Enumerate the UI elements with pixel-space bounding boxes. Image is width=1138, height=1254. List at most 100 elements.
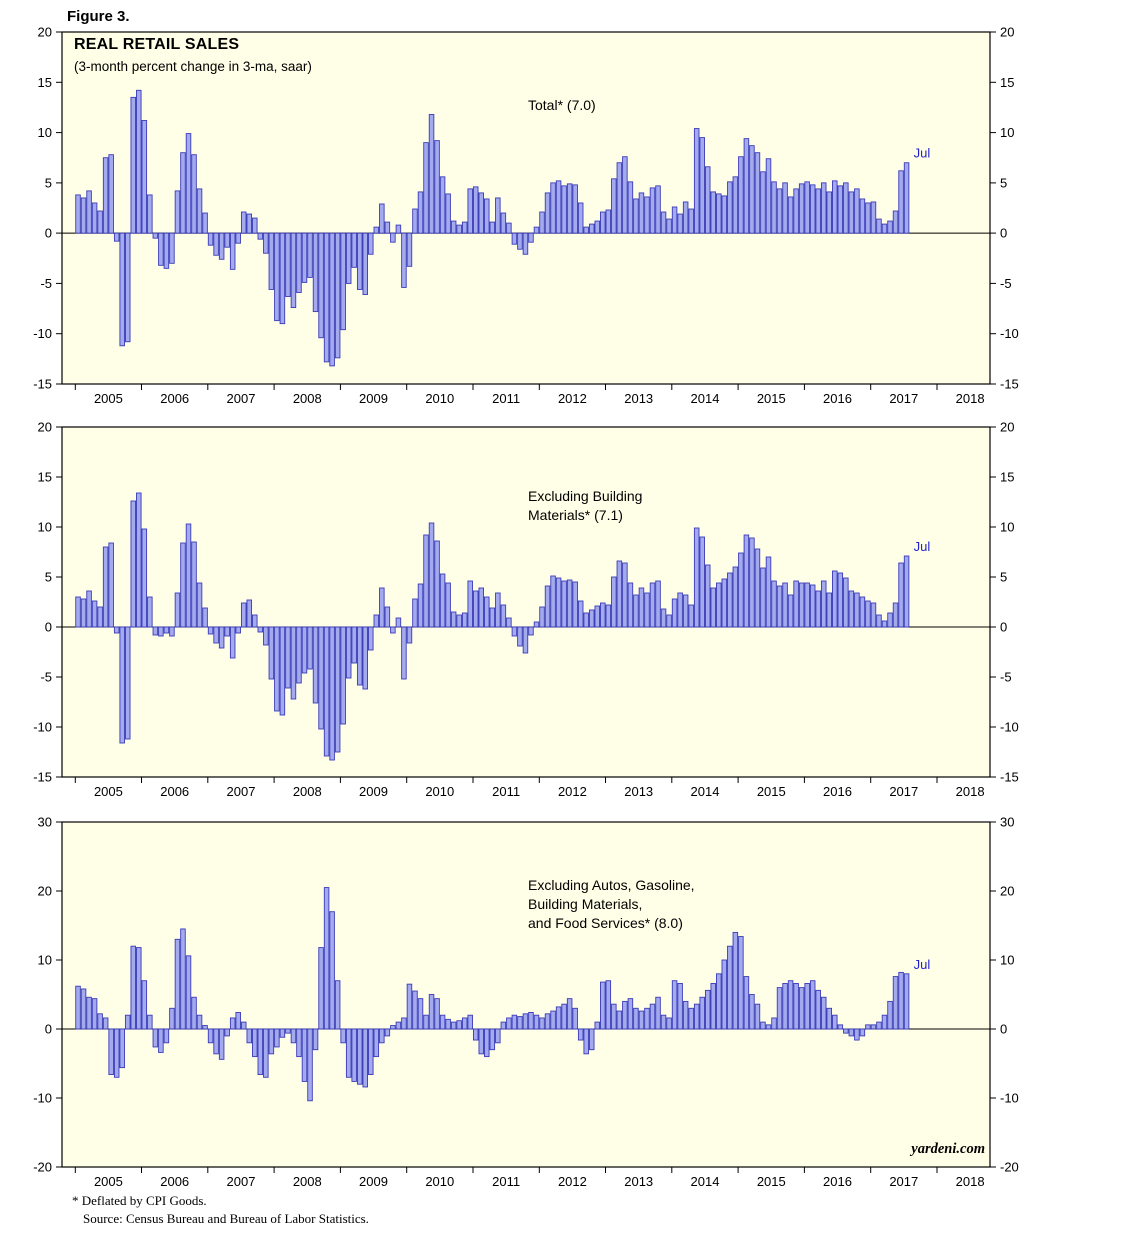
svg-text:-10: -10 [1000, 326, 1019, 341]
svg-text:2011: 2011 [492, 391, 520, 406]
svg-text:2015: 2015 [757, 1174, 786, 1189]
svg-text:-20: -20 [1000, 1160, 1019, 1175]
svg-text:20: 20 [38, 420, 52, 435]
svg-text:2010: 2010 [425, 784, 454, 799]
last-point-label: Jul [914, 146, 931, 161]
svg-text:2015: 2015 [757, 784, 786, 799]
chart-subtitle: (3-month percent change in 3-ma, saar) [74, 58, 312, 74]
plot-area [61, 821, 991, 1168]
svg-text:5: 5 [1000, 570, 1007, 585]
svg-text:2016: 2016 [823, 784, 852, 799]
svg-text:-5: -5 [40, 670, 52, 685]
footnote-deflator: * Deflated by CPI Goods. [72, 1193, 207, 1208]
svg-text:10: 10 [38, 953, 52, 968]
series-label-total: Total* (7.0) [528, 96, 596, 115]
bars [75, 492, 910, 761]
svg-text:30: 30 [1000, 815, 1014, 830]
bars [75, 89, 910, 367]
svg-text:-10: -10 [33, 1091, 52, 1106]
svg-text:2018: 2018 [956, 784, 985, 799]
svg-text:15: 15 [1000, 75, 1014, 90]
svg-text:20: 20 [38, 25, 52, 40]
svg-text:2013: 2013 [624, 784, 653, 799]
x-axis-ticks: 2005 2006 2007 2008 2009 2010 2011 2012 2013 2014… [74, 384, 985, 406]
svg-text:2007: 2007 [227, 784, 256, 799]
y-axis-ticks: 20 20 15 15 10 10 5 5 0 0 -5 -5 -10 -10 -15 -15 [33, 25, 1019, 392]
series-label-line: Total* (7.0) [528, 97, 596, 113]
svg-text:20: 20 [1000, 420, 1014, 435]
svg-text:2017: 2017 [889, 391, 918, 406]
svg-text:2018: 2018 [956, 1174, 985, 1189]
series-label-line: Excluding Autos, Gasoline, [528, 877, 695, 893]
svg-text:2005: 2005 [94, 391, 123, 406]
svg-text:30: 30 [38, 815, 52, 830]
last-point-label: Jul [914, 539, 931, 554]
x-axis-ticks: 2005 2006 2007 2008 2009 2010 2011 2012 2013 2014… [74, 777, 985, 799]
svg-text:-15: -15 [1000, 377, 1019, 392]
svg-text:2014: 2014 [691, 1174, 720, 1189]
svg-text:0: 0 [45, 226, 52, 241]
series-label-line: Excluding Building [528, 488, 643, 504]
svg-text:2014: 2014 [691, 391, 720, 406]
svg-text:0: 0 [1000, 620, 1007, 635]
y-axis-ticks: 30 30 20 20 10 10 0 0 -10 -10 -20 -20 [33, 815, 1019, 1175]
svg-text:2016: 2016 [823, 391, 852, 406]
svg-text:2005: 2005 [94, 784, 123, 799]
svg-text:2006: 2006 [160, 1174, 189, 1189]
svg-text:0: 0 [1000, 226, 1007, 241]
x-axis-ticks: 2005 2006 2007 2008 2009 2010 2011 2012 2013 2014… [74, 1167, 985, 1189]
svg-text:2009: 2009 [359, 784, 388, 799]
svg-text:20: 20 [1000, 25, 1014, 40]
svg-text:-10: -10 [1000, 720, 1019, 735]
svg-text:2017: 2017 [889, 784, 918, 799]
svg-text:2006: 2006 [160, 391, 189, 406]
svg-text:-15: -15 [33, 770, 52, 785]
svg-text:2012: 2012 [558, 391, 587, 406]
svg-text:10: 10 [38, 520, 52, 535]
svg-text:-20: -20 [33, 1160, 52, 1175]
svg-text:15: 15 [1000, 470, 1014, 485]
figure-label: Figure 3. [67, 8, 130, 25]
series-label-line: Materials* (7.1) [528, 506, 623, 523]
svg-text:20: 20 [38, 884, 52, 899]
svg-text:10: 10 [1000, 520, 1014, 535]
series-label-ex-autos: Excluding Autos, Gasoline, Building Mate… [528, 876, 695, 933]
svg-text:15: 15 [38, 75, 52, 90]
svg-text:2008: 2008 [293, 1174, 322, 1189]
svg-text:-10: -10 [33, 720, 52, 735]
footnotes: * Deflated by CPI Goods. Source: Census … [72, 1192, 369, 1228]
footnote-source: Source: Census Bureau and Bureau of Labo… [83, 1211, 369, 1227]
svg-text:2009: 2009 [359, 391, 388, 406]
svg-text:2008: 2008 [293, 391, 322, 406]
svg-text:2005: 2005 [94, 1174, 123, 1189]
svg-text:5: 5 [45, 175, 52, 190]
watermark: yardeni.com [911, 1141, 985, 1157]
svg-text:2006: 2006 [160, 784, 189, 799]
chart-title: REAL RETAIL SALES [74, 36, 240, 53]
svg-text:2014: 2014 [691, 784, 720, 799]
svg-text:2010: 2010 [425, 1174, 454, 1189]
svg-text:2007: 2007 [227, 1174, 256, 1189]
chart-header: REAL RETAIL SALES (3-month percent chang… [74, 34, 312, 76]
svg-text:10: 10 [38, 125, 52, 140]
svg-text:20: 20 [1000, 884, 1014, 899]
bars [75, 887, 910, 1102]
last-point-label: Jul [914, 957, 931, 972]
y-axis-ticks: 20 20 15 15 10 10 5 5 0 0 -5 -5 -10 -10 -15 -15 [33, 420, 1019, 785]
svg-text:-10: -10 [33, 326, 52, 341]
svg-text:15: 15 [38, 470, 52, 485]
series-label-line: and Food Services* (8.0) [528, 914, 683, 931]
svg-text:0: 0 [45, 1022, 52, 1037]
svg-text:2011: 2011 [492, 1174, 520, 1189]
svg-text:5: 5 [45, 570, 52, 585]
svg-text:5: 5 [1000, 175, 1007, 190]
svg-text:2012: 2012 [558, 1174, 587, 1189]
svg-text:2012: 2012 [558, 784, 587, 799]
svg-text:-15: -15 [1000, 770, 1019, 785]
svg-text:2011: 2011 [492, 784, 520, 799]
svg-text:-5: -5 [1000, 276, 1012, 291]
svg-text:2009: 2009 [359, 1174, 388, 1189]
svg-text:2013: 2013 [624, 1174, 653, 1189]
